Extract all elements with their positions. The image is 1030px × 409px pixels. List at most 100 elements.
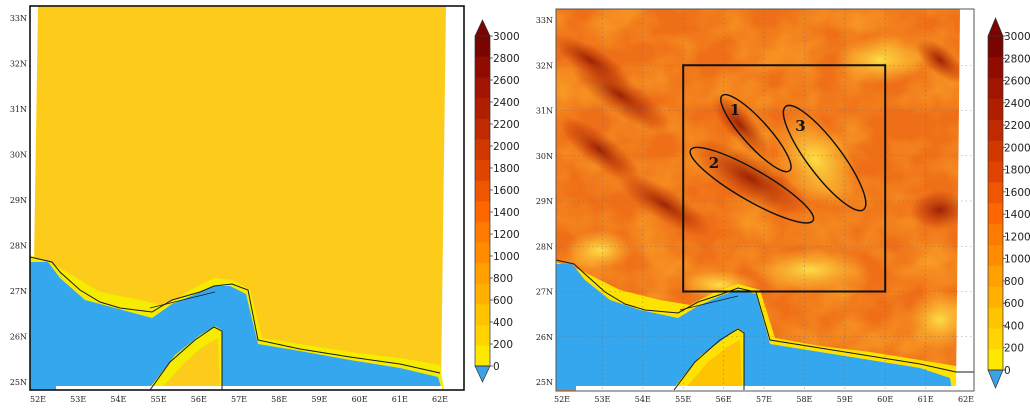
colorbar-cell (475, 324, 490, 346)
colorbar-tick-label: 1800 (493, 163, 520, 175)
right-water (556, 264, 952, 390)
colorbar-cell (988, 244, 1003, 266)
lon-tick-label: 53E (70, 395, 86, 404)
lon-tick-label: 60E (352, 395, 368, 404)
right-colorbar-under-arrow (987, 369, 1004, 389)
lon-tick-label: 55E (151, 395, 167, 404)
colorbar-tick-label: 1600 (1004, 187, 1030, 199)
lat-tick-label: 26N (536, 333, 553, 342)
colorbar-cell (475, 345, 490, 367)
colorbar-cell (475, 159, 490, 181)
right-edge-wedge (956, 9, 974, 391)
lon-tick-label: 55E (675, 395, 691, 404)
study-area-box (682, 64, 887, 293)
colorbar-tick-label: 1000 (1004, 254, 1030, 266)
left-lat-ticks: 33N 32N 31N 30N 29N 28N 27N 26N 25N (10, 14, 27, 387)
left-map-frame (29, 5, 465, 391)
lon-tick-label: 60E (877, 395, 893, 404)
left-colorbar-over-arrow (474, 19, 491, 37)
colorbar-tick-label: 2600 (493, 75, 520, 87)
right-lat-ticks: 33N 32N 31N 30N 29N 28N 27N 26N 25N (536, 16, 553, 387)
colorbar-cell (475, 118, 490, 140)
left-coastline (30, 256, 441, 374)
lon-tick-label: 59E (311, 395, 327, 404)
lon-tick-label: 52E (30, 395, 46, 404)
left-colorbar-frame (474, 35, 491, 367)
colorbar-cell (475, 201, 490, 222)
lat-tick-label: 27N (10, 287, 27, 296)
right-pale-areas (565, 35, 974, 350)
colorbar-tick-label: 3000 (1004, 31, 1030, 43)
lat-tick-label: 26N (10, 333, 27, 342)
lon-tick-label: 53E (594, 395, 610, 404)
colorbar-cell (988, 223, 1003, 246)
lat-tick-label: 31N (536, 107, 553, 116)
colorbar-tick-label: 2200 (493, 119, 520, 131)
right-bottom-strip (576, 386, 956, 391)
region-2-label: 2 (709, 154, 719, 172)
region-1-label: 1 (730, 101, 740, 119)
colorbar-cell (988, 56, 1003, 79)
lon-tick-label: 54E (110, 395, 126, 404)
left-bottom-strip (56, 386, 442, 390)
lon-tick-label: 56E (716, 395, 732, 404)
left-water (30, 262, 442, 390)
colorbar-tick-label: 1800 (1004, 165, 1030, 177)
left-colorbar-under-arrow (474, 365, 491, 383)
lat-tick-label: 29N (536, 197, 553, 206)
lat-tick-label: 29N (10, 196, 27, 205)
colorbar-cell (988, 36, 1003, 58)
lat-tick-label: 25N (536, 378, 553, 387)
lon-tick-label: 57E (231, 395, 247, 404)
lat-tick-label: 32N (536, 61, 553, 70)
right-colorbar: 3000280026002400220020001800160014001200… (987, 17, 1030, 389)
colorbar-cell (988, 161, 1003, 183)
colorbar-tick-label: 3000 (493, 31, 520, 43)
colorbar-tick-label: 400 (493, 317, 513, 329)
right-border-line (679, 295, 739, 311)
colorbar-cell (475, 262, 490, 284)
lon-tick-label: 59E (837, 395, 853, 404)
colorbar-tick-label: 2400 (493, 97, 520, 109)
right-map-frame (555, 8, 975, 392)
colorbar-tick-label: 800 (493, 273, 513, 285)
lon-tick-label: 61E (918, 395, 934, 404)
colorbar-tick-label: 200 (1004, 343, 1024, 355)
colorbar-tick-label: 1400 (1004, 209, 1030, 221)
colorbar-tick-label: 0 (1004, 365, 1011, 377)
colorbar-tick-label: 600 (1004, 298, 1024, 310)
right-colorbar-frame (987, 35, 1004, 371)
colorbar-cell (475, 180, 490, 202)
colorbar-tick-label: 1200 (493, 229, 520, 241)
lat-tick-label: 30N (536, 152, 553, 161)
colorbar-cell (475, 77, 490, 99)
right-peninsula (684, 340, 742, 390)
lat-tick-label: 28N (536, 242, 553, 251)
colorbar-cell (988, 182, 1003, 204)
colorbar-cell (475, 139, 490, 161)
lon-tick-label: 58E (796, 395, 812, 404)
lat-tick-label: 30N (10, 151, 27, 160)
colorbar-tick-label: 400 (1004, 320, 1024, 332)
right-dark-ridges (556, 34, 970, 238)
colorbar-tick-label: 1600 (493, 185, 520, 197)
colorbar-cell (988, 119, 1003, 141)
lon-tick-label: 62E (958, 395, 974, 404)
lat-tick-label: 28N (10, 242, 27, 251)
lat-tick-label: 32N (10, 60, 27, 69)
left-colorbar: 3000280026002400220020001800160014001200… (474, 19, 520, 383)
lon-tick-label: 52E (554, 395, 570, 404)
colorbar-tick-label: 2000 (493, 141, 520, 153)
colorbar-cell (475, 242, 490, 264)
colorbar-tick-label: 600 (493, 295, 513, 307)
colorbar-cell (988, 349, 1003, 371)
lat-tick-label: 25N (10, 378, 27, 387)
right-coastline (673, 328, 745, 391)
right-map-panel: 1 2 3 33N 32N 31N 30N 29N 28N 27N 26N 25N 52E 53E 54… (536, 8, 975, 404)
colorbar-tick-label: 2400 (1004, 98, 1030, 110)
colorbar-cell (475, 97, 490, 119)
colorbar-cell (988, 307, 1003, 329)
colorbar-tick-label: 2800 (493, 53, 520, 65)
region-outlines: 1 2 3 (689, 93, 867, 224)
